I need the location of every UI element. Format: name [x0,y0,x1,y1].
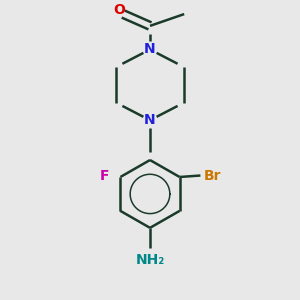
Text: N: N [144,43,156,56]
Text: N: N [144,113,156,127]
Text: F: F [99,169,109,182]
Text: NH₂: NH₂ [135,253,165,267]
Text: O: O [113,3,125,17]
Text: Br: Br [203,169,221,182]
